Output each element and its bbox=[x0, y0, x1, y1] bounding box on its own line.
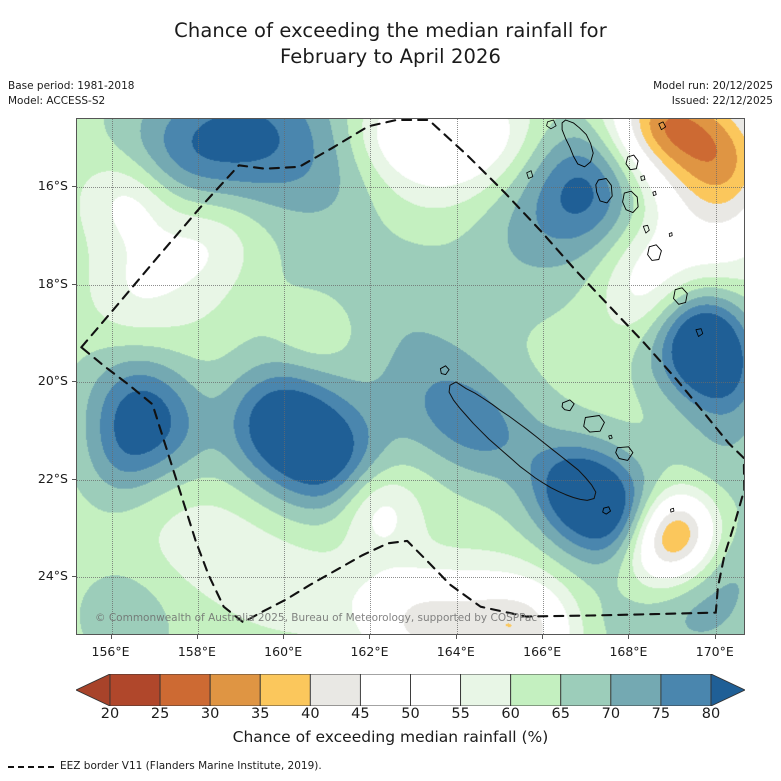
lon-tickmark-3 bbox=[369, 635, 371, 639]
eez-legend: EEZ border V11 (Flanders Marine Institut… bbox=[8, 760, 322, 772]
colorbar-tick-label-3: 35 bbox=[251, 706, 270, 722]
lat-tick-label-0: 16°S bbox=[37, 178, 68, 194]
colorbar-arrow-low bbox=[76, 674, 111, 706]
lon-tick-label-0: 156°E bbox=[91, 644, 130, 659]
colorbar-band-6 bbox=[410, 674, 462, 706]
colorbar-tick-label-7: 55 bbox=[451, 706, 470, 722]
lon-tick-label-3: 162°E bbox=[350, 644, 389, 659]
colorbar-swatches bbox=[76, 674, 745, 706]
colorbar-band-7 bbox=[460, 674, 512, 706]
colorbar-tick-label-8: 60 bbox=[501, 706, 520, 722]
colorbar-band-8 bbox=[510, 674, 562, 706]
model-run-label: Model run: 20/12/2025 bbox=[653, 80, 773, 92]
colorbar-band-4 bbox=[309, 674, 361, 706]
header-meta-left: Base period: 1981-2018 Model: ACCESS-S2 bbox=[8, 79, 134, 109]
colorbar-tick-label-5: 45 bbox=[351, 706, 370, 722]
colorbar-tick-label-4: 40 bbox=[301, 706, 320, 722]
map-contour-canvas bbox=[77, 119, 744, 634]
colorbar-arrow-high bbox=[710, 674, 745, 706]
lat-tick-label-2: 20°S bbox=[37, 373, 68, 389]
colorbar-tick-label-1: 25 bbox=[150, 706, 170, 722]
colorbar-band-1 bbox=[159, 674, 211, 706]
lon-tick-label-1: 158°E bbox=[177, 644, 216, 659]
lon-tick-label-2: 160°E bbox=[264, 644, 303, 659]
colorbar-tick-label-6: 50 bbox=[401, 706, 420, 722]
colorbar-band-10 bbox=[610, 674, 662, 706]
colorbar-band-11 bbox=[660, 674, 712, 706]
colorbar-band-9 bbox=[560, 674, 612, 706]
dashed-line-icon bbox=[8, 766, 54, 768]
colorbar-band-0 bbox=[109, 674, 161, 706]
eez-legend-label: EEZ border V11 (Flanders Marine Institut… bbox=[60, 760, 322, 772]
colorbar-tick-label-12: 80 bbox=[701, 706, 721, 722]
colorbar-tick-label-0: 20 bbox=[100, 706, 120, 722]
lat-tickmark-3 bbox=[72, 478, 76, 480]
lon-tickmark-4 bbox=[455, 635, 457, 639]
lat-tickmark-1 bbox=[72, 283, 76, 285]
colorbar-band-5 bbox=[359, 674, 411, 706]
lon-tick-label-6: 168°E bbox=[609, 644, 648, 659]
lon-tickmark-6 bbox=[628, 635, 630, 639]
lon-tickmark-2 bbox=[283, 635, 285, 639]
colorbar-title: Chance of exceeding median rainfall (%) bbox=[232, 728, 549, 746]
colorbar-band-2 bbox=[209, 674, 261, 706]
colorbar-tick-label-10: 70 bbox=[601, 706, 621, 722]
colorbar-tick-label-9: 65 bbox=[551, 706, 570, 722]
colorbar-band-3 bbox=[259, 674, 311, 706]
model-label: Model: ACCESS-S2 bbox=[8, 95, 106, 107]
lat-tickmark-2 bbox=[72, 381, 76, 383]
lon-tick-label-7: 170°E bbox=[695, 644, 734, 659]
page-title: Chance of exceeding the median rainfall … bbox=[0, 18, 781, 70]
title-line-1: Chance of exceeding the median rainfall … bbox=[174, 19, 607, 42]
base-period-label: Base period: 1981-2018 bbox=[8, 80, 135, 92]
lat-tick-label-1: 18°S bbox=[37, 275, 68, 291]
lat-tick-label-3: 22°S bbox=[37, 470, 68, 486]
colorbar-tick-label-2: 30 bbox=[200, 706, 220, 722]
issued-label: Issued: 22/12/2025 bbox=[671, 95, 773, 107]
rainfall-map: © Commonwealth of Australia 2025, Bureau… bbox=[76, 118, 745, 635]
lat-tick-label-4: 24°S bbox=[37, 568, 68, 584]
lon-tickmark-5 bbox=[542, 635, 544, 639]
colorbar bbox=[76, 674, 745, 706]
lat-tickmark-4 bbox=[72, 576, 76, 578]
colorbar-tick-label-11: 75 bbox=[651, 706, 671, 722]
lon-tickmark-1 bbox=[196, 635, 198, 639]
lon-tickmark-7 bbox=[714, 635, 716, 639]
lon-tickmark-0 bbox=[110, 635, 112, 639]
header-meta-right: Model run: 20/12/2025 Issued: 22/12/2025 bbox=[653, 79, 773, 109]
lon-tick-label-4: 164°E bbox=[436, 644, 475, 659]
lat-tickmark-0 bbox=[72, 186, 76, 188]
lon-tick-label-5: 166°E bbox=[523, 644, 562, 659]
title-line-2: February to April 2026 bbox=[280, 45, 501, 68]
